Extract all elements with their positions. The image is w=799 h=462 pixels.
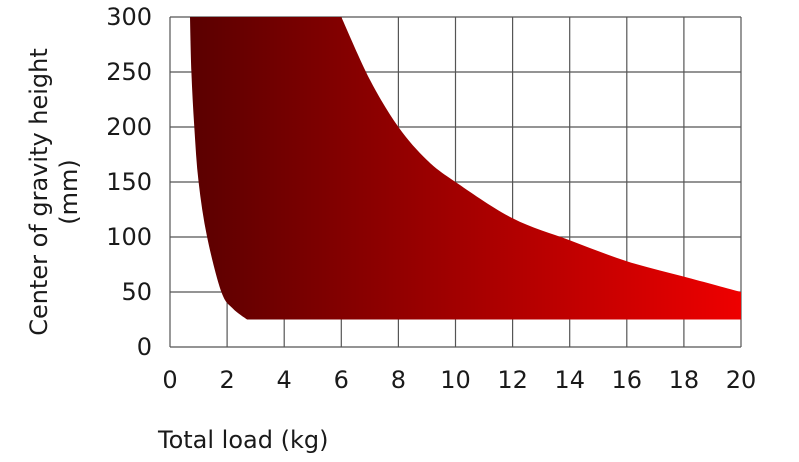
- y-tick-label-100: 100: [106, 223, 152, 251]
- x-tick-label-10: 10: [440, 366, 471, 394]
- permissible-load-area: [190, 17, 741, 320]
- x-tick-label-16: 16: [612, 366, 643, 394]
- y-axis-title: Center of gravity height(mm): [25, 48, 83, 336]
- x-tick-label-20: 20: [726, 366, 757, 394]
- x-axis-ticks: 0 2 4 6 8 10 12 14 16 18 20: [162, 366, 756, 394]
- y-axis-ticks: 0 50 100 150 200 250 300: [106, 3, 152, 361]
- y-tick-label-250: 250: [106, 58, 152, 86]
- y-tick-label-0: 0: [137, 333, 152, 361]
- x-tick-label-8: 8: [391, 366, 406, 394]
- x-tick-label-4: 4: [277, 366, 292, 394]
- y-tick-label-300: 300: [106, 3, 152, 31]
- x-axis-title: Total load (kg): [157, 426, 328, 454]
- x-tick-label-0: 0: [162, 366, 177, 394]
- x-tick-label-12: 12: [497, 366, 528, 394]
- y-axis-title-line-1: Center of gravity height: [25, 48, 53, 336]
- x-tick-label-14: 14: [554, 366, 585, 394]
- y-tick-label-150: 150: [106, 168, 152, 196]
- x-tick-label-2: 2: [219, 366, 234, 394]
- y-axis-title-line-2: (mm): [55, 159, 83, 224]
- x-tick-label-18: 18: [669, 366, 700, 394]
- y-tick-label-50: 50: [121, 278, 152, 306]
- x-tick-label-6: 6: [334, 366, 349, 394]
- y-tick-label-200: 200: [106, 113, 152, 141]
